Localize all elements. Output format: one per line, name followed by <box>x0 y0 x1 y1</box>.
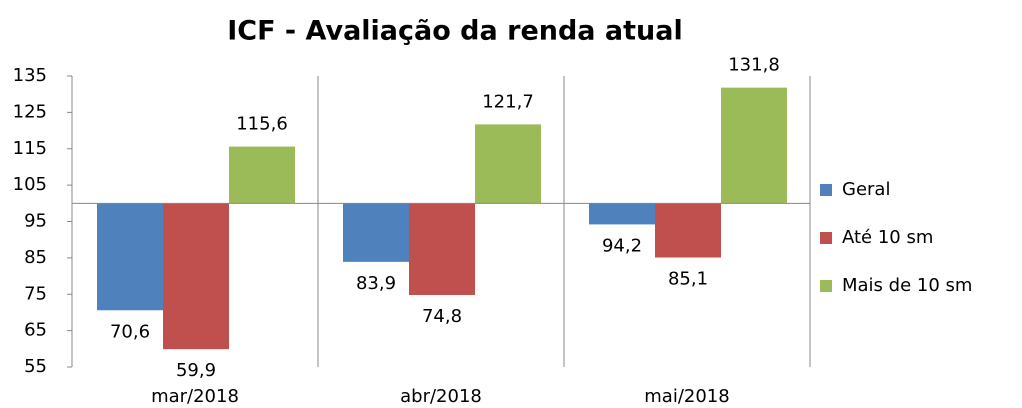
data-label: 121,7 <box>482 91 534 112</box>
data-label: 115,6 <box>236 114 288 135</box>
legend-swatch <box>820 184 832 196</box>
x-tick-label: mai/2018 <box>644 386 729 407</box>
bar <box>409 203 475 295</box>
bar <box>655 203 721 258</box>
y-tick-label: 105 <box>13 174 47 195</box>
y-tick-label: 125 <box>13 101 47 122</box>
bar <box>589 203 655 225</box>
legend-label: Até 10 sm <box>842 227 933 248</box>
data-label: 94,2 <box>602 235 642 256</box>
data-label: 74,8 <box>422 306 462 327</box>
y-tick-label: 55 <box>24 356 47 377</box>
y-tick-label: 115 <box>13 138 47 159</box>
legend-swatch <box>820 232 832 244</box>
x-tick-label: abr/2018 <box>400 386 482 407</box>
legend-label: Geral <box>842 179 890 200</box>
y-tick-label: 95 <box>24 211 47 232</box>
legend-label: Mais de 10 sm <box>842 275 972 296</box>
x-tick-label: mar/2018 <box>151 386 239 407</box>
data-label: 59,9 <box>176 360 216 381</box>
data-label: 70,6 <box>110 321 150 342</box>
bar <box>163 203 229 350</box>
bar <box>721 87 787 204</box>
chart-title: ICF - Avaliação da renda atual <box>227 16 683 47</box>
data-label: 83,9 <box>356 273 396 294</box>
data-label: 85,1 <box>668 269 708 290</box>
y-tick-label: 85 <box>24 247 47 268</box>
bar <box>475 124 541 204</box>
y-tick-label: 75 <box>24 283 47 304</box>
bar <box>97 203 163 311</box>
bar <box>343 203 409 262</box>
y-tick-label: 65 <box>24 320 47 341</box>
y-tick-label: 135 <box>13 65 47 86</box>
legend-swatch <box>820 280 832 292</box>
data-label: 131,8 <box>728 55 780 76</box>
bar <box>229 146 295 204</box>
